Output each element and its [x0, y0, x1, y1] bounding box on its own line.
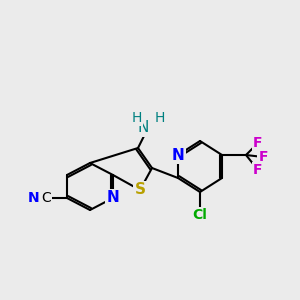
Text: N: N	[172, 148, 184, 163]
Text: H: H	[155, 111, 165, 125]
Text: N: N	[28, 191, 40, 205]
Text: C: C	[41, 191, 51, 205]
Text: F: F	[258, 150, 268, 164]
Text: N: N	[137, 121, 149, 136]
Text: N: N	[106, 190, 119, 206]
Text: Cl: Cl	[193, 208, 207, 222]
Text: F: F	[253, 136, 263, 150]
Text: S: S	[134, 182, 146, 197]
Text: F: F	[253, 163, 263, 177]
Text: H: H	[132, 111, 142, 125]
